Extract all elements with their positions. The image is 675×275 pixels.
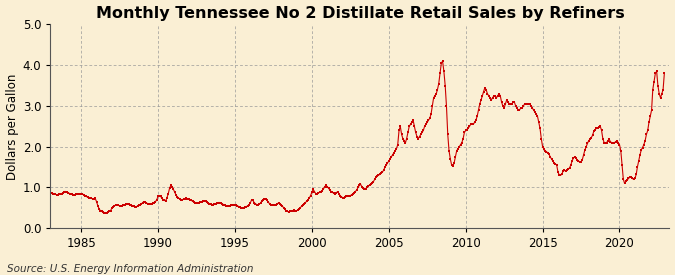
Title: Monthly Tennessee No 2 Distillate Retail Sales by Refiners: Monthly Tennessee No 2 Distillate Retail… [96,6,624,21]
Text: Source: U.S. Energy Information Administration: Source: U.S. Energy Information Administ… [7,264,253,274]
Y-axis label: Dollars per Gallon: Dollars per Gallon [5,73,18,180]
